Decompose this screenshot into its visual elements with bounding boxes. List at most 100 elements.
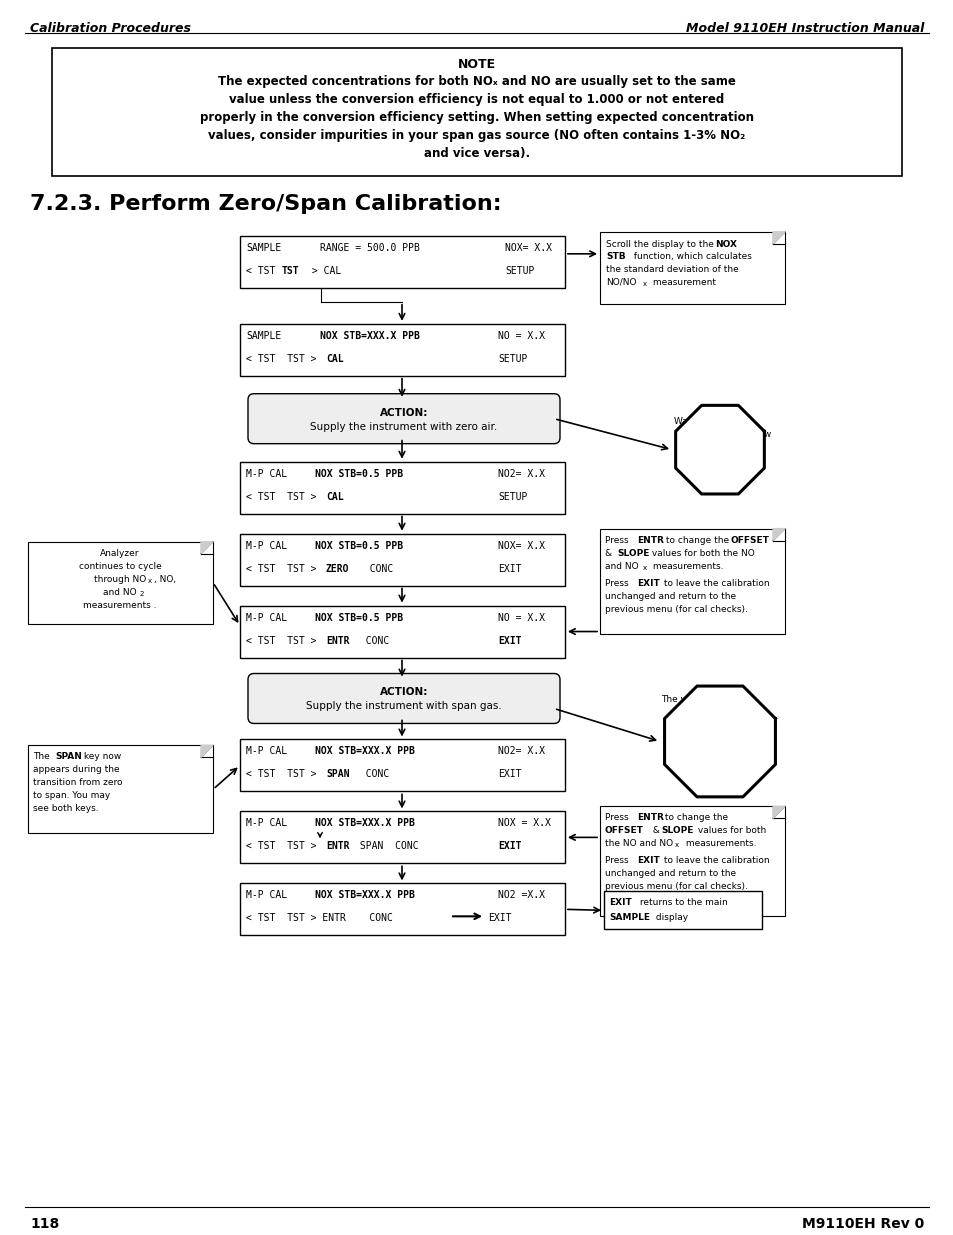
Text: Wait until: Wait until bbox=[673, 416, 720, 426]
Text: x: x bbox=[675, 842, 679, 848]
Text: NO2 =X.X: NO2 =X.X bbox=[497, 890, 544, 900]
Text: CAL: CAL bbox=[326, 353, 343, 364]
Bar bbox=[28, 542, 213, 624]
Text: M-P CAL: M-P CAL bbox=[246, 541, 287, 551]
Bar bbox=[240, 883, 564, 935]
Text: M-P CAL: M-P CAL bbox=[246, 819, 287, 829]
Text: and NO: and NO bbox=[103, 588, 136, 597]
Text: and vice versa).: and vice versa). bbox=[423, 147, 530, 159]
Text: The value of: The value of bbox=[660, 695, 720, 704]
Text: STB: STB bbox=[700, 430, 720, 438]
Text: The expected concentrations for both NOₓ and NO are usually set to the same: The expected concentrations for both NOₓ… bbox=[218, 75, 735, 88]
Text: and NO: and NO bbox=[604, 562, 638, 571]
Text: M-P CAL: M-P CAL bbox=[246, 468, 287, 479]
Text: may take several: may take several bbox=[680, 456, 759, 464]
Text: < TST  TST >: < TST TST > bbox=[246, 769, 322, 779]
Text: x: x bbox=[642, 564, 646, 571]
Text: ACTION:: ACTION: bbox=[379, 408, 428, 417]
Bar bbox=[599, 232, 784, 304]
Text: EXIT: EXIT bbox=[608, 898, 631, 908]
Text: NO2= X.X: NO2= X.X bbox=[497, 468, 544, 479]
Text: minutes.: minutes. bbox=[700, 773, 739, 783]
Text: CAL: CAL bbox=[326, 492, 343, 501]
Text: NOX STB=0.5 PPB: NOX STB=0.5 PPB bbox=[314, 468, 403, 479]
Text: Supply the instrument with zero air.: Supply the instrument with zero air. bbox=[310, 421, 497, 432]
Text: Model 9110EH Instruction Manual: Model 9110EH Instruction Manual bbox=[685, 22, 923, 35]
Bar bbox=[599, 529, 784, 634]
Text: see both keys.: see both keys. bbox=[33, 804, 98, 814]
Text: The: The bbox=[33, 752, 52, 762]
Bar bbox=[240, 740, 564, 792]
Text: < TST  TST > ENTR    CONC: < TST TST > ENTR CONC bbox=[246, 914, 393, 924]
Text: Press: Press bbox=[604, 814, 631, 823]
Text: EXIT: EXIT bbox=[497, 769, 521, 779]
Text: 118: 118 bbox=[30, 1218, 59, 1231]
Text: &: & bbox=[646, 826, 662, 835]
Text: x: x bbox=[642, 280, 646, 287]
Bar bbox=[240, 605, 564, 657]
Text: OFFSET: OFFSET bbox=[604, 826, 643, 835]
Text: appears during the: appears during the bbox=[33, 766, 119, 774]
Text: NOX= X.X: NOX= X.X bbox=[497, 541, 544, 551]
Text: EXIT: EXIT bbox=[497, 563, 521, 573]
Text: may jump: may jump bbox=[720, 709, 767, 718]
Bar bbox=[240, 811, 564, 863]
Text: previous menu (for cal checks).: previous menu (for cal checks). bbox=[604, 882, 747, 892]
Text: EXIT: EXIT bbox=[497, 841, 521, 851]
Text: ENTR: ENTR bbox=[637, 536, 663, 545]
Text: values, consider impurities in your span gas source (NO often contains 1-3% NO₂: values, consider impurities in your span… bbox=[208, 128, 745, 142]
Text: < TST  TST >: < TST TST > bbox=[246, 563, 322, 573]
Text: SPAN: SPAN bbox=[55, 752, 82, 762]
Text: continues to cycle: continues to cycle bbox=[78, 562, 161, 571]
Text: < TST: < TST bbox=[246, 266, 281, 275]
Text: SETUP: SETUP bbox=[497, 492, 527, 501]
Text: may take several: may take several bbox=[680, 761, 759, 769]
Polygon shape bbox=[675, 405, 763, 494]
Text: OFFSET: OFFSET bbox=[730, 536, 769, 545]
Bar bbox=[599, 806, 784, 916]
Text: measurements .: measurements . bbox=[83, 600, 156, 610]
Text: SLOPE: SLOPE bbox=[617, 548, 649, 557]
Text: significantly. Wait: significantly. Wait bbox=[679, 721, 759, 730]
Text: SAMPLE: SAMPLE bbox=[246, 243, 281, 253]
Text: previous menu (for cal checks).: previous menu (for cal checks). bbox=[604, 605, 747, 614]
Text: measurements.: measurements. bbox=[649, 562, 722, 571]
FancyBboxPatch shape bbox=[248, 394, 559, 443]
Polygon shape bbox=[201, 746, 213, 757]
Bar bbox=[240, 462, 564, 514]
Text: CONC: CONC bbox=[354, 636, 389, 646]
Text: NO = X.X: NO = X.X bbox=[497, 331, 544, 341]
Text: through NO: through NO bbox=[93, 574, 146, 584]
Text: Supply the instrument with span gas.: Supply the instrument with span gas. bbox=[306, 701, 501, 711]
Text: until it falls back: until it falls back bbox=[681, 735, 757, 743]
Text: returns to the main: returns to the main bbox=[637, 898, 727, 908]
Bar bbox=[240, 324, 564, 375]
Polygon shape bbox=[772, 529, 784, 541]
Text: NOX STB=XXX.X PPB: NOX STB=XXX.X PPB bbox=[314, 746, 415, 757]
Text: NOX: NOX bbox=[720, 695, 741, 704]
Text: 2: 2 bbox=[140, 590, 144, 597]
Text: Scroll the display to the: Scroll the display to the bbox=[605, 240, 716, 248]
Text: , NO,: , NO, bbox=[153, 574, 176, 584]
Text: NOX: NOX bbox=[714, 240, 737, 248]
Bar bbox=[603, 892, 761, 929]
Text: Press: Press bbox=[604, 578, 631, 588]
Text: to leave the calibration: to leave the calibration bbox=[660, 578, 769, 588]
Text: M-P CAL: M-P CAL bbox=[246, 746, 287, 757]
Text: EXIT: EXIT bbox=[497, 636, 521, 646]
Text: x: x bbox=[148, 578, 152, 584]
Text: SPAN: SPAN bbox=[326, 769, 349, 779]
Text: minutes.: minutes. bbox=[700, 468, 739, 478]
Text: RANGE = 500.0 PPB: RANGE = 500.0 PPB bbox=[319, 243, 419, 253]
Text: unchanged and return to the: unchanged and return to the bbox=[604, 869, 736, 878]
Text: values for both the NO: values for both the NO bbox=[648, 548, 754, 557]
Text: Calibration Procedures: Calibration Procedures bbox=[30, 22, 191, 35]
Text: Press: Press bbox=[604, 536, 631, 545]
Text: NOX: NOX bbox=[720, 416, 741, 426]
Text: ENTR: ENTR bbox=[326, 841, 349, 851]
Text: key now: key now bbox=[81, 752, 121, 762]
Text: M9110EH Rev 0: M9110EH Rev 0 bbox=[801, 1218, 923, 1231]
Text: < TST  TST >: < TST TST > bbox=[246, 353, 322, 364]
Text: below  0.5 ppb. This: below 0.5 ppb. This bbox=[674, 747, 765, 757]
Text: unchanged and return to the: unchanged and return to the bbox=[604, 592, 736, 600]
